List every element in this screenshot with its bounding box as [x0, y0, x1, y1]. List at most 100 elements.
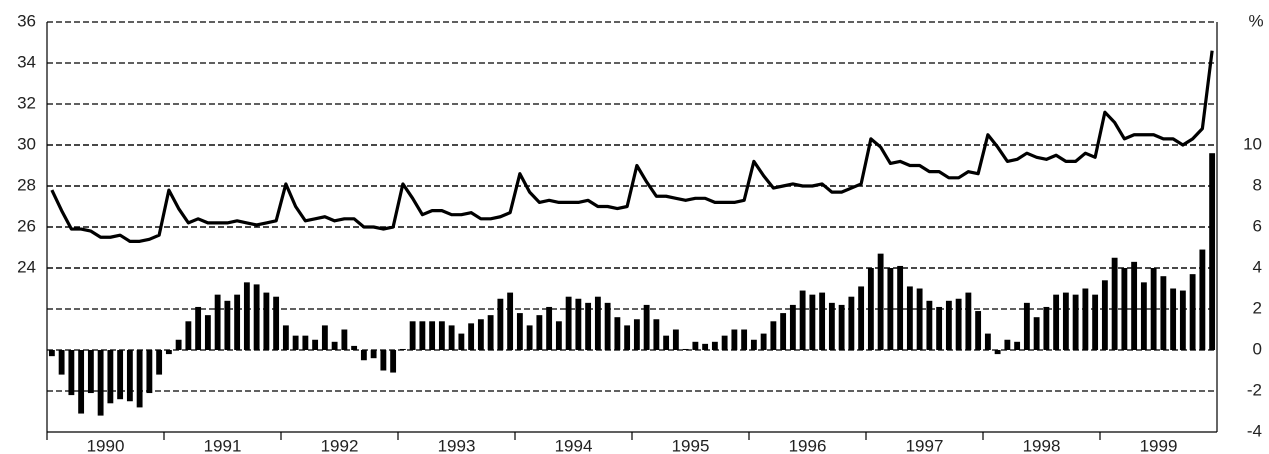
- bar: [594, 296, 601, 350]
- bar: [789, 304, 796, 350]
- bar: [877, 253, 884, 350]
- bar: [633, 319, 640, 350]
- bar: [867, 268, 874, 350]
- bar: [399, 348, 406, 350]
- bar: [741, 329, 748, 350]
- bar: [214, 294, 221, 350]
- bar: [984, 333, 991, 350]
- bar: [1033, 317, 1040, 350]
- y-tick-label: 34: [17, 52, 36, 71]
- bar: [195, 306, 202, 350]
- bar: [731, 329, 738, 350]
- bar: [702, 343, 709, 350]
- bar: [916, 288, 923, 350]
- bar: [828, 302, 835, 350]
- x-tick-label: 1999: [1140, 436, 1178, 454]
- bar: [351, 345, 358, 350]
- bar: [585, 302, 592, 350]
- bar: [1170, 288, 1177, 350]
- bar: [1023, 302, 1030, 350]
- bar: [253, 284, 260, 350]
- x-tick-label: 1990: [87, 436, 125, 454]
- bar: [58, 350, 65, 375]
- y-tick-label: 24: [17, 257, 36, 276]
- bar: [458, 333, 465, 350]
- bar: [331, 341, 338, 350]
- bar: [1199, 249, 1206, 350]
- bar: [565, 296, 572, 350]
- bar: [419, 321, 426, 350]
- bar: [604, 302, 611, 350]
- bar: [955, 298, 962, 350]
- bar: [546, 306, 553, 350]
- x-tick-label: 1994: [555, 436, 593, 454]
- bar: [78, 350, 85, 414]
- bar: [136, 350, 143, 408]
- bar: [1189, 274, 1196, 350]
- bar: [448, 325, 455, 350]
- bar: [838, 304, 845, 350]
- bar: [370, 350, 377, 359]
- y-tick-label: 32: [17, 93, 36, 112]
- bar: [575, 298, 582, 350]
- bar: [273, 296, 280, 350]
- bar: [312, 339, 319, 350]
- y-tick-label: 30: [17, 134, 36, 153]
- bar: [1053, 294, 1060, 350]
- x-tick-label: 1993: [438, 436, 476, 454]
- bar: [224, 300, 231, 350]
- bar: [994, 350, 1001, 355]
- bar: [760, 333, 767, 350]
- x-tick-label: 1992: [321, 436, 359, 454]
- bar: [663, 335, 670, 350]
- bar: [1043, 306, 1050, 350]
- bar: [1014, 341, 1021, 350]
- bar: [429, 321, 436, 350]
- bar: [1062, 292, 1069, 350]
- bar: [87, 350, 94, 394]
- bar: [126, 350, 133, 402]
- bar: [507, 292, 514, 350]
- bar: [1111, 257, 1118, 350]
- bar: [653, 319, 660, 350]
- bar: [204, 315, 211, 350]
- bar: [48, 350, 55, 357]
- y-tick-label: 26: [17, 216, 36, 235]
- y-tick-label: 28: [17, 175, 36, 194]
- bar: [936, 306, 943, 350]
- bar: [263, 292, 270, 350]
- bar: [1004, 339, 1011, 350]
- bar: [536, 315, 543, 350]
- bar: [555, 321, 562, 350]
- bar: [97, 350, 104, 416]
- bar: [68, 350, 75, 396]
- bar: [682, 348, 689, 350]
- y-tick-label: 36: [17, 11, 36, 30]
- bar: [487, 315, 494, 350]
- bar: [643, 304, 650, 350]
- bar: [780, 313, 787, 350]
- bar: [770, 321, 777, 350]
- bar: [1140, 282, 1147, 350]
- y2-tick-label: 4: [1253, 257, 1262, 276]
- bar: [906, 286, 913, 350]
- bar: [1082, 288, 1089, 350]
- y2-tick-label: 6: [1253, 216, 1262, 235]
- bar: [175, 339, 182, 350]
- bar: [146, 350, 153, 394]
- bar: [1150, 268, 1157, 350]
- bar: [185, 321, 192, 350]
- x-tick-label: 1995: [672, 436, 710, 454]
- bar: [1160, 276, 1167, 350]
- bar: [468, 323, 475, 350]
- x-tick-label: 1996: [789, 436, 827, 454]
- bar: [282, 325, 289, 350]
- bar: [302, 335, 309, 350]
- bar: [1179, 290, 1186, 350]
- bar: [341, 329, 348, 350]
- y2-axis-label: %: [1248, 11, 1263, 30]
- x-tick-label: 1991: [204, 436, 242, 454]
- bar: [1072, 294, 1079, 350]
- bar: [165, 350, 172, 355]
- bar: [477, 319, 484, 350]
